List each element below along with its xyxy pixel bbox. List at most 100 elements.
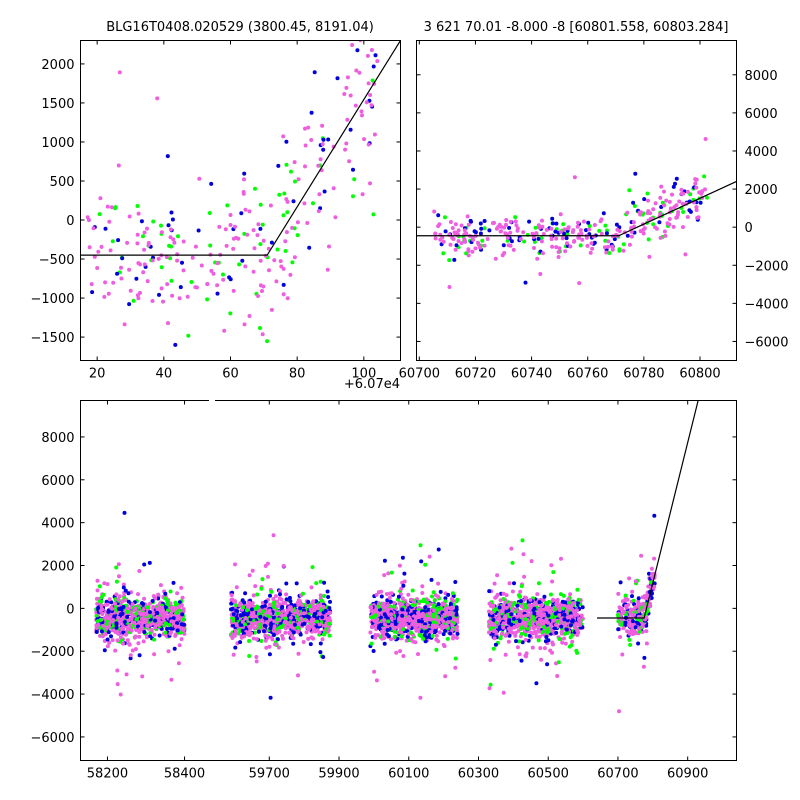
data-point-magenta [273,594,278,599]
data-point-magenta [674,215,679,220]
data-point-blue [438,589,443,594]
data-point-blue [321,655,326,659]
panel-tr-xtick-label: 60700 [399,367,440,382]
data-point-magenta [137,569,142,573]
data-point-green [152,637,157,642]
data-point-magenta [540,224,545,229]
data-point-magenta [536,629,541,634]
data-point-blue [441,632,446,637]
data-point-magenta [302,201,307,206]
data-point-blue [687,208,692,213]
data-point-magenta [125,638,130,643]
panel-tl-ytick-label: 0 [66,214,74,229]
data-point-magenta [106,624,111,629]
data-point-blue [173,342,178,347]
data-point-magenta [215,283,220,288]
data-point-blue [443,628,448,633]
data-point-magenta [500,603,505,608]
data-point-magenta [610,244,615,249]
data-point-green [441,251,446,256]
data-point-magenta [685,215,690,219]
data-point-blue [552,626,557,631]
data-point-green [628,642,633,647]
data-point-blue [157,633,162,638]
data-point-magenta [382,622,387,627]
data-point-magenta [433,236,438,241]
data-point-magenta [292,160,297,165]
data-point-green [290,260,295,265]
data-point-magenta [135,241,140,246]
data-point-magenta [242,177,246,182]
data-point-magenta [694,208,699,213]
data-point-magenta [432,209,437,214]
data-point-magenta [231,246,236,251]
data-point-magenta [653,225,658,230]
data-point-magenta [532,246,536,250]
data-point-blue [527,633,532,638]
data-point-blue [652,513,657,518]
data-point-magenta [558,620,563,625]
data-point-magenta [406,592,411,597]
data-point-green [556,660,561,665]
data-point-magenta [290,635,295,639]
data-point-magenta [309,585,314,590]
data-point-blue [294,581,299,586]
data-point-green [281,213,286,218]
data-point-magenta [222,328,227,333]
data-point-magenta [173,624,178,629]
data-point-magenta [156,592,161,597]
panel-top-left-offset-label: +6.07e4 [344,377,400,392]
data-point-magenta [271,628,276,633]
data-point-magenta [327,244,331,249]
data-point-magenta [510,607,515,612]
data-point-magenta [627,242,632,247]
data-point-green [439,606,443,611]
data-point-blue [263,599,268,604]
data-point-magenta [99,244,104,249]
data-point-magenta [434,633,439,638]
data-point-magenta [420,611,425,616]
data-point-blue [268,626,273,631]
data-point-magenta [85,215,90,220]
data-point-magenta [386,571,391,576]
data-point-green [623,593,628,598]
data-point-magenta [364,100,369,105]
data-point-green [552,607,557,612]
data-point-green [255,592,260,597]
data-point-magenta [117,594,122,599]
data-point-blue [230,607,234,612]
data-point-green [425,600,430,605]
data-point-green [434,647,439,652]
data-point-magenta [320,142,325,147]
data-point-blue [436,547,441,552]
data-point-green [422,598,427,602]
data-point-blue [554,221,559,226]
data-point-magenta [429,629,434,634]
data-point-magenta [496,612,501,617]
data-point-magenta [511,247,516,252]
data-point-green [258,202,263,207]
data-point-magenta [228,213,233,217]
data-point-blue [142,562,147,567]
data-point-blue [532,606,537,611]
data-point-magenta [288,631,293,636]
data-point-magenta [111,280,116,285]
panel-tl-ytick-label: −1500 [31,331,75,346]
data-point-blue [630,619,635,624]
data-point-magenta [320,123,325,128]
data-point-magenta [496,616,501,621]
data-point-magenta [531,626,536,631]
data-point-blue [497,605,502,610]
data-point-green [489,625,494,630]
data-point-magenta [178,625,183,630]
data-point-magenta [637,602,642,607]
data-point-magenta [685,189,690,194]
data-point-green [314,581,319,586]
data-point-magenta [109,205,114,210]
data-point-blue [121,585,126,590]
data-point-magenta [304,630,309,635]
data-point-blue [262,603,267,608]
data-point-blue [318,641,323,646]
data-point-magenta [575,628,580,633]
data-point-magenta [271,533,276,538]
